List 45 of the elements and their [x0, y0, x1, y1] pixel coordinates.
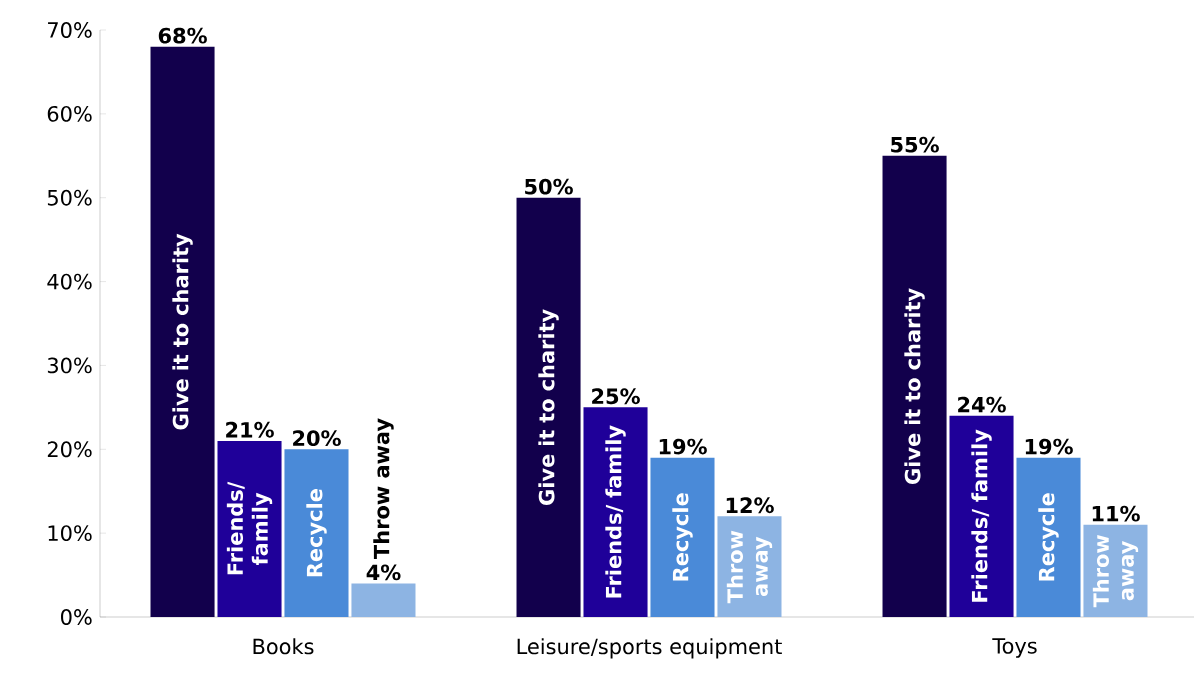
y-tick-label: 30%	[47, 357, 92, 374]
bar	[583, 407, 648, 617]
data-label: 25%	[592, 388, 640, 405]
data-label: 50%	[525, 178, 573, 195]
data-label: 11%	[1092, 505, 1140, 522]
bar	[949, 415, 1014, 617]
y-tick-label: 70%	[48, 22, 92, 38]
data-label: 24%	[958, 396, 1006, 413]
text: Friends/ family	[971, 429, 992, 602]
series-label: Recycle	[672, 493, 693, 581]
data-label: 68%	[158, 27, 207, 44]
text: Give it to charity	[172, 233, 193, 430]
x-tick-label: Leisure/sports equipment	[517, 638, 782, 659]
x-tick-label: Toys	[992, 638, 1037, 658]
series-label: Throw away	[1092, 535, 1139, 608]
text: Throw away	[373, 418, 394, 559]
text: Recycle	[306, 489, 327, 577]
data-label: 19%	[1025, 438, 1073, 455]
data-label: 19%	[659, 438, 707, 455]
bar	[217, 440, 282, 617]
bar	[516, 197, 581, 617]
data-label: 4%	[366, 564, 401, 581]
bar	[284, 449, 349, 617]
data-label: 21%	[226, 421, 274, 438]
y-tick-label: 50%	[47, 189, 92, 206]
bar	[150, 46, 215, 617]
bar	[882, 155, 947, 617]
y-tick-label: 40%	[47, 273, 92, 290]
data-label: 55%	[891, 136, 939, 153]
series-label: Friends/ family	[226, 481, 273, 575]
y-tick-label: 60%	[47, 105, 92, 122]
text: Recycle	[1038, 493, 1059, 581]
data-label: 20%	[293, 430, 341, 447]
y-tick-label: 10%	[48, 525, 92, 542]
bar	[650, 457, 715, 617]
text: Throw away	[726, 530, 773, 604]
text: Friends/ family	[605, 425, 626, 598]
y-tick-label: 20%	[47, 441, 92, 458]
y-tick-label: 0%	[61, 609, 92, 625]
text: Give it to charity	[904, 288, 925, 484]
series-label: Give it to charity	[538, 309, 559, 505]
data-label: 12%	[726, 497, 774, 514]
x-tick-label: Books	[253, 638, 314, 655]
bar	[351, 583, 416, 617]
bar	[1016, 457, 1081, 617]
